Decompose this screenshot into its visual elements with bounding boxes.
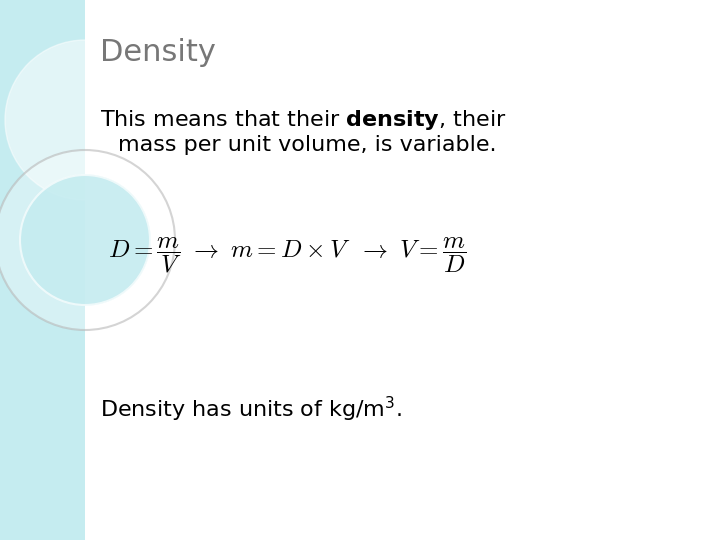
Text: Density has units of kg/m$^3$.: Density has units of kg/m$^3$. [100, 395, 402, 424]
Bar [0, 0, 85, 540]
Text: Density: Density [100, 38, 216, 67]
Text: This means that their $\mathbf{density}$, their: This means that their $\mathbf{density}$… [100, 108, 506, 132]
Circle shape [5, 40, 165, 200]
Text: $D = \dfrac{m}{V}\ \rightarrow\ m = D \times V\ \ \rightarrow\ V = \dfrac{m}{D}$: $D = \dfrac{m}{V}\ \rightarrow\ m = D \t… [108, 235, 467, 275]
Circle shape [20, 175, 150, 305]
Text: mass per unit volume, is variable.: mass per unit volume, is variable. [118, 135, 497, 155]
Circle shape [0, 150, 175, 330]
